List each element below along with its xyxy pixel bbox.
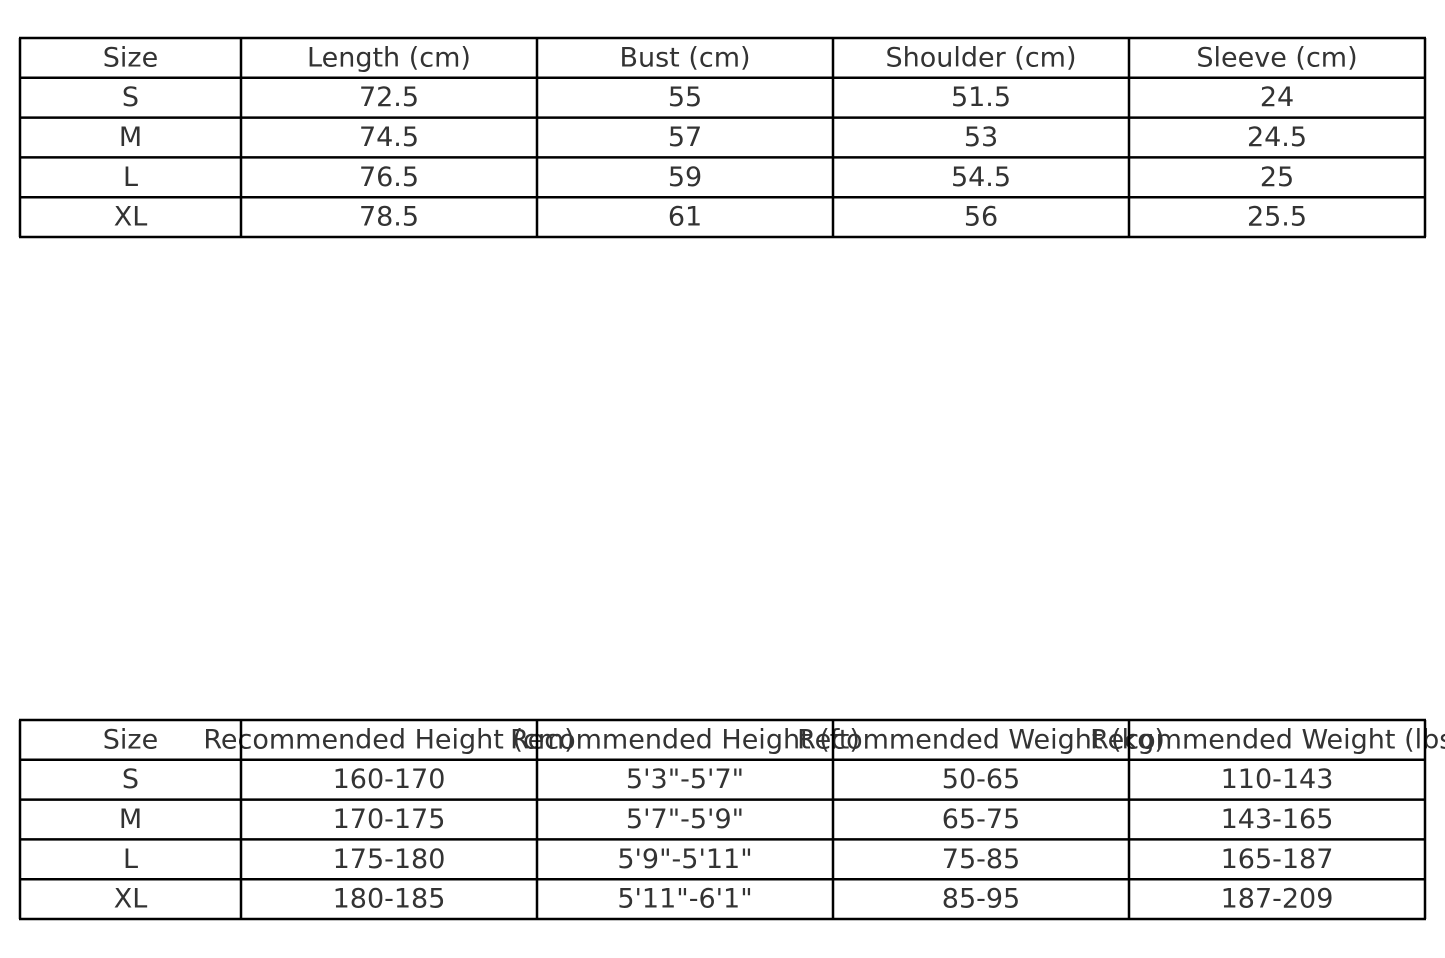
table-cell: 75-85 bbox=[942, 844, 1020, 875]
table-cell: 56 bbox=[964, 202, 998, 233]
table-cell: 5'7"-5'9" bbox=[626, 804, 744, 835]
header-cell: Shoulder (cm) bbox=[885, 42, 1076, 73]
table-cell: 5'9"-5'11" bbox=[617, 844, 752, 875]
table-cell: 85-95 bbox=[942, 884, 1020, 915]
header-cell: Recommended Height (ft) bbox=[510, 724, 860, 755]
table-cell: 160-170 bbox=[333, 764, 446, 795]
table-cell: 76.5 bbox=[359, 162, 419, 193]
table-cell: 5'3"-5'7" bbox=[626, 764, 744, 795]
table-cell: 78.5 bbox=[359, 202, 419, 233]
table-cell: S bbox=[122, 82, 139, 113]
table-cell: 72.5 bbox=[359, 82, 419, 113]
table-cell: L bbox=[123, 844, 138, 875]
table-cell: 180-185 bbox=[333, 884, 446, 915]
header-cell: Bust (cm) bbox=[619, 42, 750, 73]
table-cell: XL bbox=[114, 202, 148, 233]
header-cell: Length (cm) bbox=[307, 42, 471, 73]
table-cell: 25 bbox=[1260, 162, 1294, 193]
table-cell: 54.5 bbox=[951, 162, 1011, 193]
table-cell: 175-180 bbox=[333, 844, 446, 875]
table-cell: 59 bbox=[668, 162, 702, 193]
header-cell: Sleeve (cm) bbox=[1196, 42, 1357, 73]
table-cell: 74.5 bbox=[359, 122, 419, 153]
table-cell: 25.5 bbox=[1247, 202, 1307, 233]
table-cell: 165-187 bbox=[1221, 844, 1334, 875]
table-cell: 55 bbox=[668, 82, 702, 113]
table-cell: 65-75 bbox=[942, 804, 1020, 835]
header-cell: Size bbox=[103, 42, 158, 73]
header-cell: Size bbox=[103, 724, 158, 755]
table-cell: 24 bbox=[1260, 82, 1294, 113]
table-cell: 61 bbox=[668, 202, 702, 233]
table-cell: 5'11"-6'1" bbox=[617, 884, 752, 915]
header-cell: Recommended Weight (lbs) bbox=[1090, 724, 1445, 755]
table-cell: 53 bbox=[964, 122, 998, 153]
table-cell: 57 bbox=[668, 122, 702, 153]
table-cell: 50-65 bbox=[942, 764, 1020, 795]
table-cell: 51.5 bbox=[951, 82, 1011, 113]
table-cell: L bbox=[123, 162, 138, 193]
table-cell: S bbox=[122, 764, 139, 795]
table-cell: M bbox=[119, 804, 142, 835]
header-cell: Recommended Weight (kg) bbox=[797, 724, 1165, 755]
table-cell: 187-209 bbox=[1221, 884, 1334, 915]
table-cell: 24.5 bbox=[1247, 122, 1307, 153]
table-cell: 170-175 bbox=[333, 804, 446, 835]
table-cell: 143-165 bbox=[1221, 804, 1334, 835]
header-cell: Recommended Height (cm) bbox=[203, 724, 574, 755]
table-cell: XL bbox=[114, 884, 148, 915]
table-cell: M bbox=[119, 122, 142, 153]
table-cell: 110-143 bbox=[1221, 764, 1334, 795]
